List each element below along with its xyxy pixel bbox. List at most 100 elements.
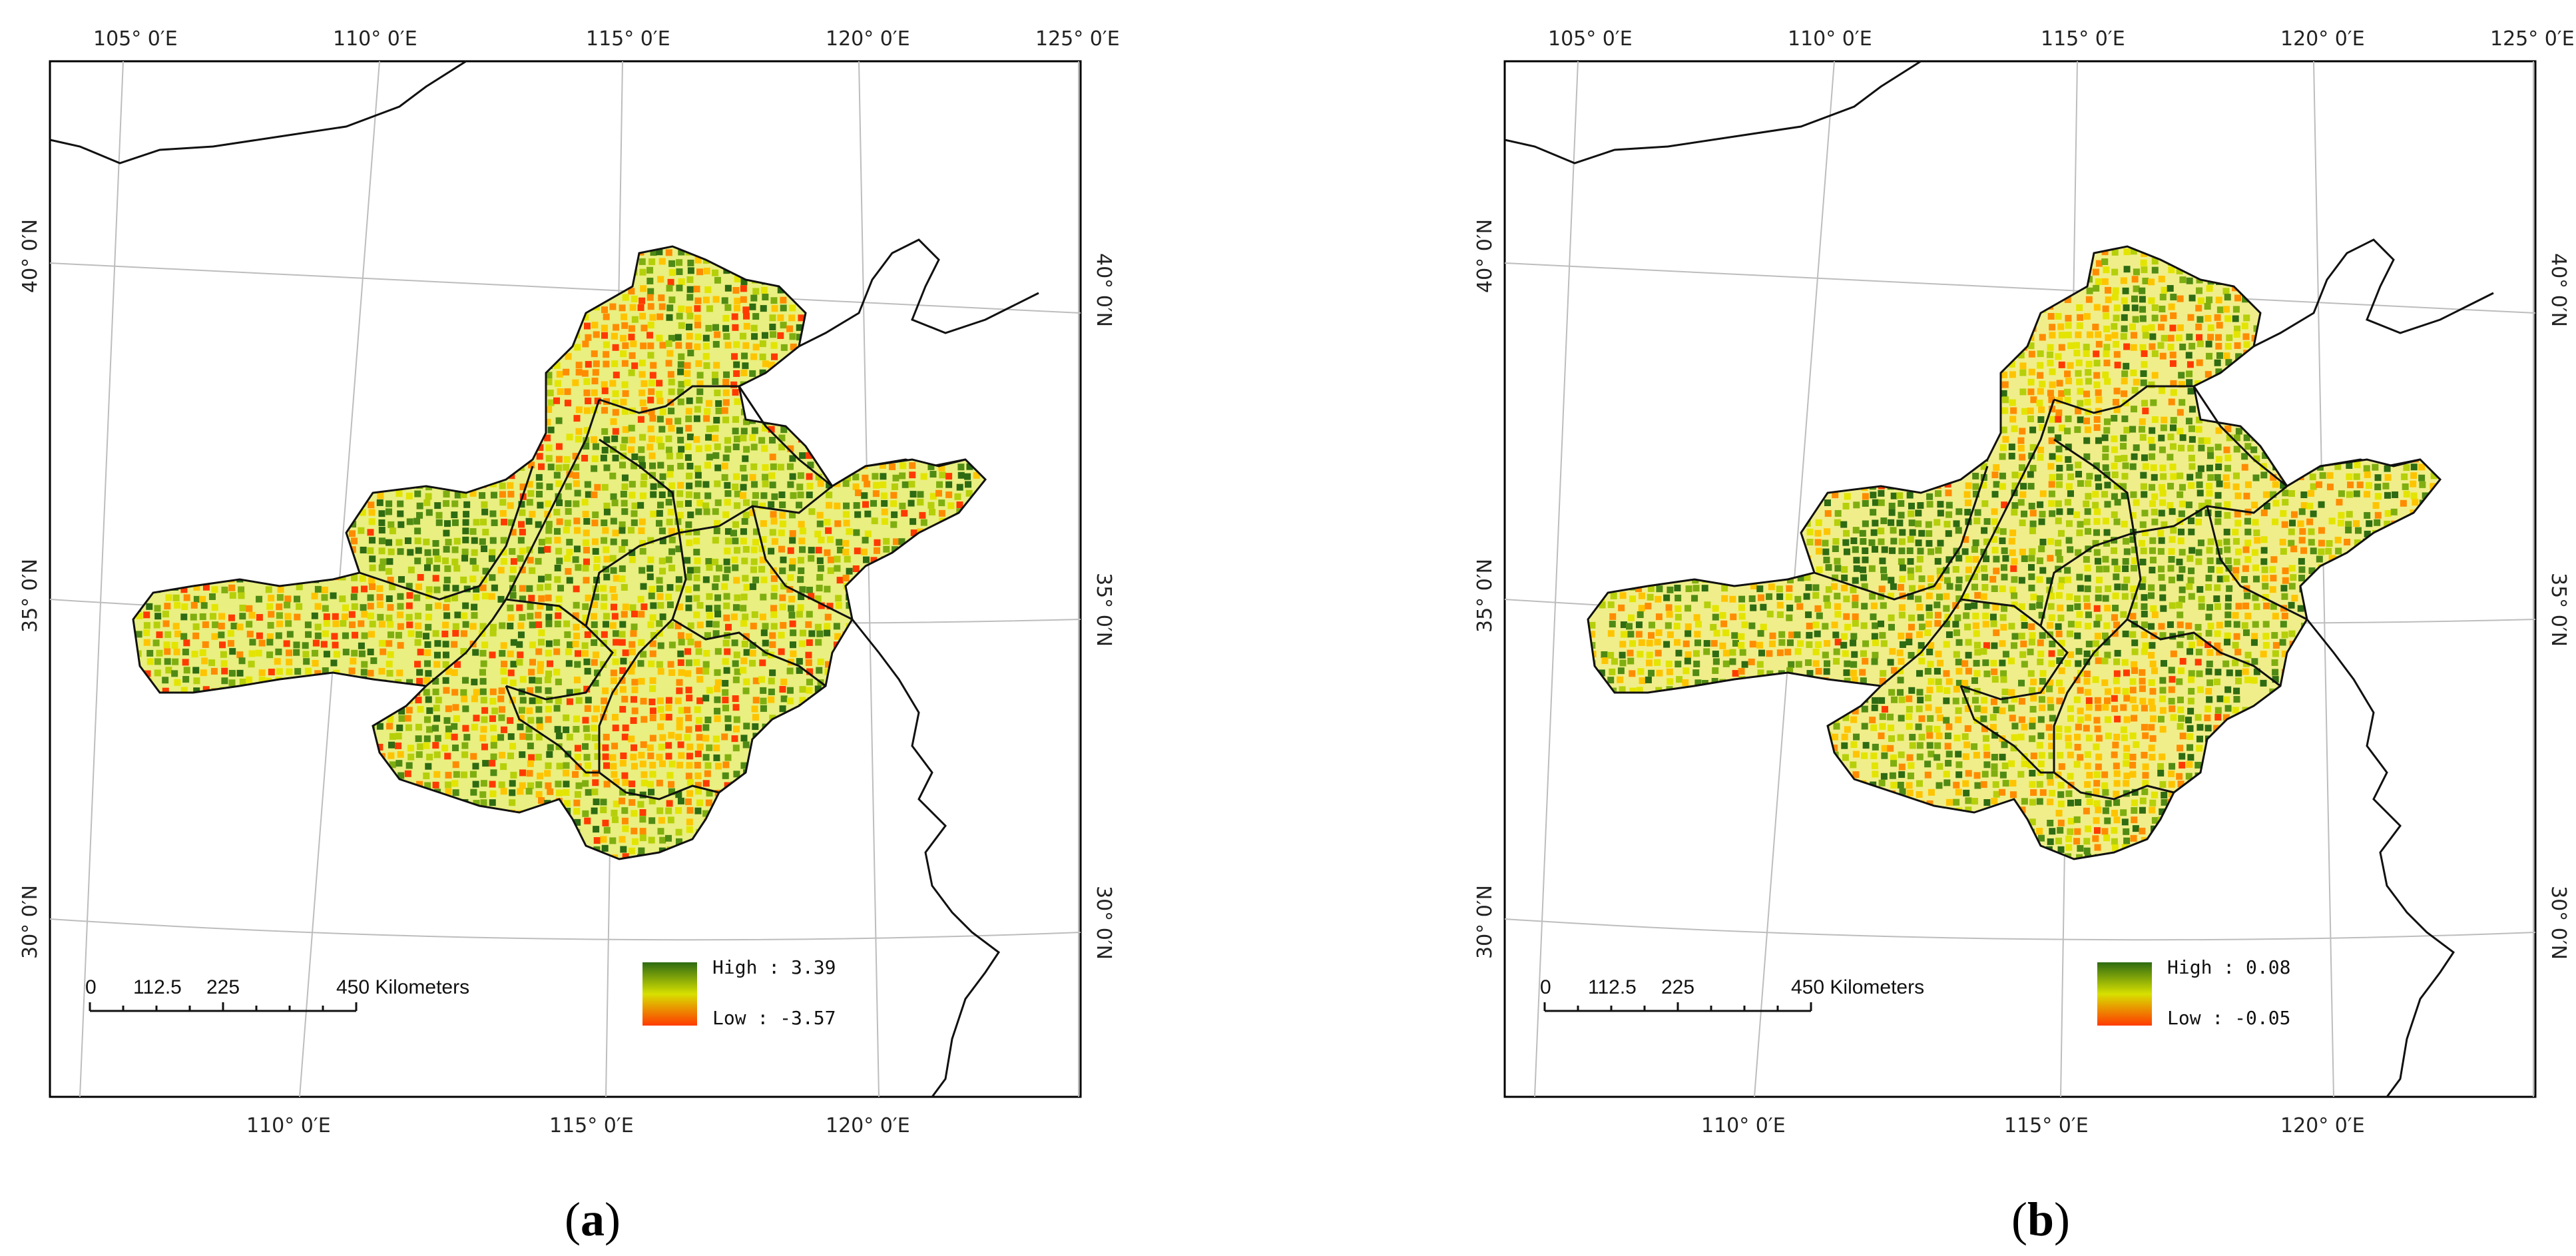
raster-pixel [463,501,471,508]
raster-pixel [489,549,496,556]
raster-pixel [665,360,672,367]
raster-pixel [639,761,646,768]
raster-pixel [389,761,396,769]
raster-pixel [797,472,804,479]
raster-pixel [646,573,654,581]
raster-pixel [743,322,750,330]
raster-pixel [193,583,200,591]
raster-pixel [622,779,629,786]
raster-pixel [162,620,170,627]
raster-pixel [573,601,580,609]
raster-pixel [656,753,663,761]
raster-pixel [650,632,657,639]
raster-pixel [547,390,554,397]
raster-pixel [685,425,692,432]
raster-pixel [575,428,583,435]
raster-pixel [631,611,638,618]
raster-pixel [684,707,691,714]
raster-pixel [703,508,710,515]
raster-pixel [751,500,758,507]
raster-pixel [780,556,787,563]
raster-pixel [314,632,322,639]
raster-pixel [668,548,676,555]
raster-pixel [545,762,552,769]
raster-pixel [789,455,796,462]
raster-pixel [769,529,776,536]
raster-pixel [322,667,329,675]
raster-pixel [397,576,405,583]
raster-pixel [471,679,478,686]
raster-pixel [286,631,294,638]
raster-pixel [499,499,507,506]
raster-pixel [956,483,963,491]
raster-pixel [816,520,824,527]
raster-pixel [714,648,722,655]
raster-pixel [212,621,219,629]
raster-pixel [574,527,581,534]
raster-pixel [545,378,553,386]
raster-pixel [723,333,730,340]
raster-pixel [405,724,413,731]
raster-pixel [658,816,665,824]
raster-pixel [535,648,543,655]
raster-pixel [638,527,645,534]
raster-pixel [640,492,647,499]
raster-pixel [705,324,712,332]
raster-pixel [497,567,505,574]
raster-pixel [779,520,786,527]
raster-pixel [407,566,415,573]
raster-pixel [675,545,682,553]
raster-pixel [451,519,459,526]
raster-pixel [647,342,654,350]
raster-pixel [246,676,253,683]
raster-pixel [555,464,563,471]
raster-pixel [713,575,720,582]
raster-pixel [454,661,461,668]
raster-pixel [639,371,646,378]
raster-pixel [733,577,740,584]
raster-pixel [228,584,236,591]
raster-pixel [182,676,190,683]
raster-pixel [657,501,664,509]
raster-pixel [797,576,804,583]
raster-pixel [666,518,673,525]
raster-pixel [171,670,178,677]
raster-pixel [797,604,804,611]
raster-pixel [460,771,467,779]
raster-pixel [389,733,396,740]
raster-pixel [537,773,544,780]
raster-pixel [768,437,776,444]
raster-pixel [630,630,637,637]
raster-pixel [723,614,730,621]
raster-pixel [432,688,439,695]
raster-pixel [750,324,758,332]
raster-pixel [498,687,505,695]
raster-pixel [759,340,766,348]
raster-pixel [445,725,452,733]
raster-pixel [629,648,636,655]
raster-pixel [435,697,442,704]
raster-pixel [553,527,561,535]
raster-pixel [957,464,965,471]
raster-pixel [749,659,756,667]
raster-pixel [619,667,627,674]
raster-pixel [704,462,711,469]
raster-pixel [730,381,738,388]
raster-pixel [806,687,813,694]
raster-pixel [780,296,787,304]
raster-pixel [591,378,599,385]
raster-pixel [519,676,527,683]
raster-pixel [722,705,729,712]
raster-pixel [619,462,626,469]
raster-pixel [563,714,570,721]
raster-pixel [684,648,691,655]
raster-pixel [693,436,700,443]
raster-pixel [507,753,515,760]
raster-pixel [650,249,657,256]
raster-pixel [296,603,303,610]
raster-pixel [593,798,600,806]
raster-pixel [771,493,778,500]
raster-pixel [525,726,533,733]
raster-pixel [218,613,226,620]
raster-pixel [610,493,617,500]
